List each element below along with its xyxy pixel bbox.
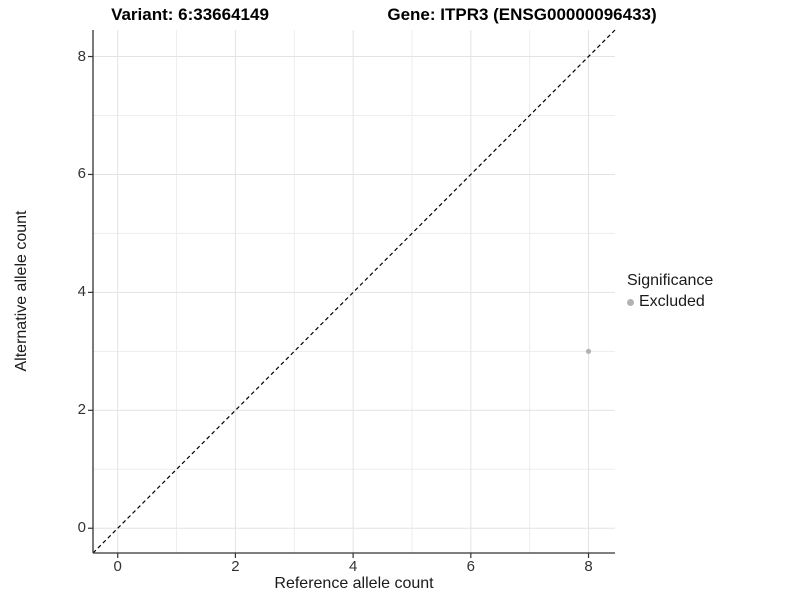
legend-point-icon [627,298,634,306]
y-axis-label: Alternative allele count [13,210,30,372]
y-tick-label: 6 [77,165,86,183]
x-tick-label: 6 [466,558,475,575]
identity-dashed-line [92,29,616,554]
x-tick-label: 0 [113,558,122,575]
x-tick-label: 8 [584,558,593,575]
y-tick-label: 8 [77,47,86,65]
plot-title-gene: Gene: ITPR3 (ENSG00000096433) [387,5,657,24]
x-axis-label: Reference allele count [274,575,434,592]
legend-item-label: Excluded [639,293,705,310]
legend-title: Significance [627,272,714,289]
y-tick-label: 2 [77,401,86,419]
y-tick-label: 0 [77,519,86,537]
plot-title-variant: Variant: 6:33664149 [111,5,269,24]
y-tick-label: 4 [77,283,86,301]
x-tick-label: 4 [348,558,358,575]
legend-item-excluded: Excluded [627,293,713,311]
data-point [585,348,592,354]
x-tick-label: 2 [231,558,240,575]
legend: Significance Excluded [627,272,713,311]
